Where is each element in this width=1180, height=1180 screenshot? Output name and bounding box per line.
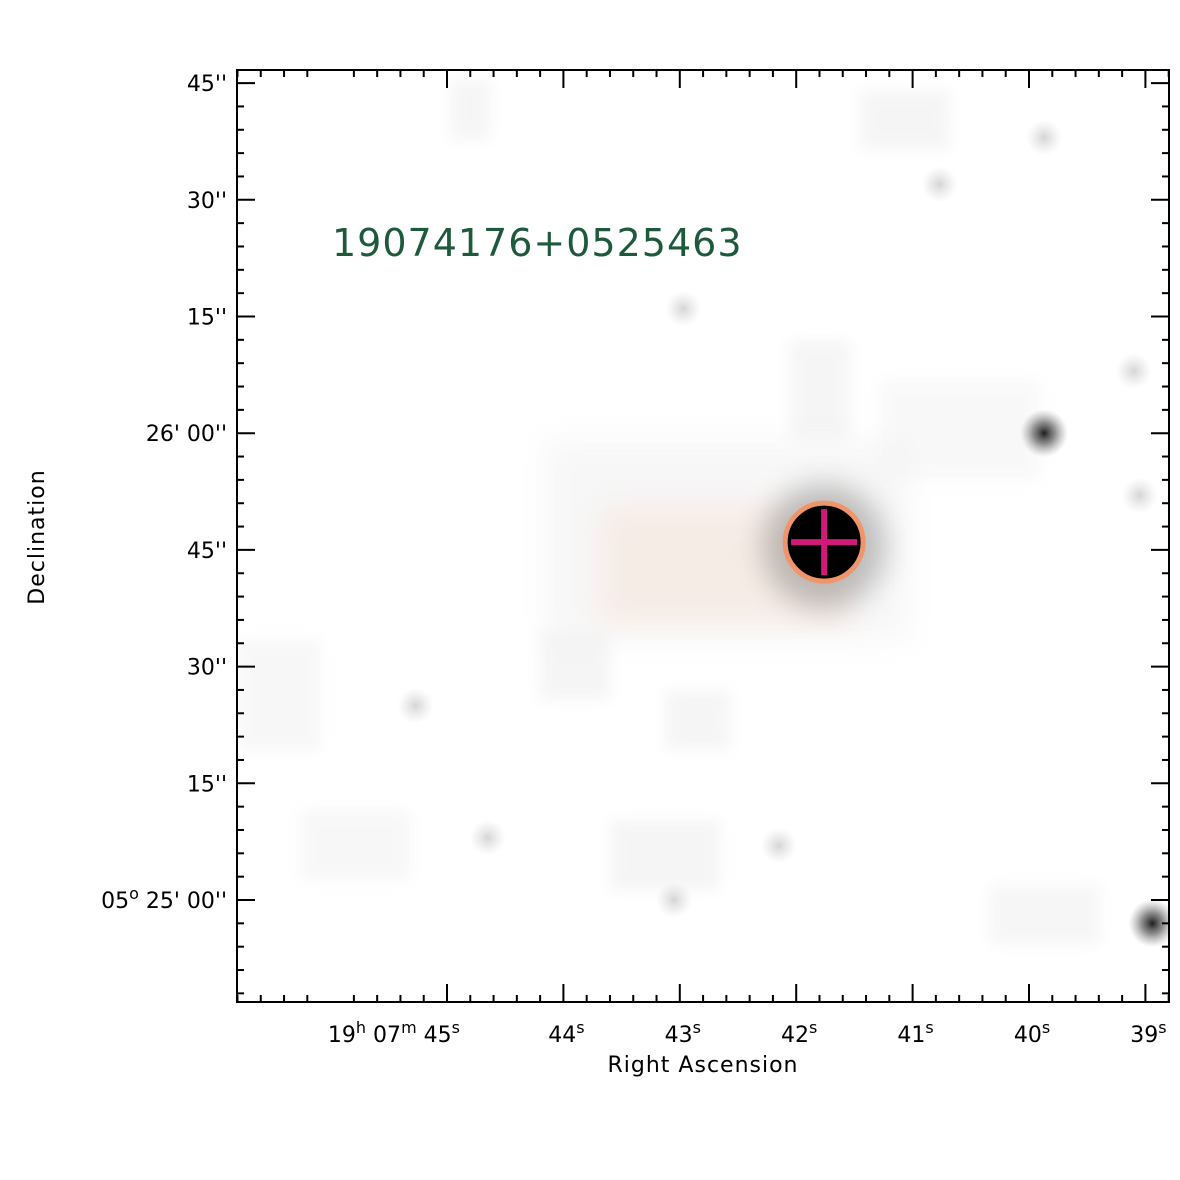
sources-layer [397,119,1169,948]
y-axis-label: Declination [25,469,50,604]
source-star-6 [1026,119,1063,156]
y-tick-label: 26' 00'' [146,422,227,447]
source-star-4 [397,687,434,724]
object-label: 19074176+0525463 [332,221,743,265]
sky-image [237,70,1169,1002]
aperture-circle [782,500,866,584]
x-tick-label: 39s [1130,1018,1166,1048]
source-star-1 [1020,409,1069,458]
source-star-3 [921,166,958,203]
x-axis-label: Right Ascension [608,1053,799,1078]
source-star-8 [665,290,702,327]
y-tick-label: 30'' [187,189,227,214]
x-tick-label-full: 19h 07m 45s [328,1018,460,1048]
y-tick-label: 15'' [187,306,227,331]
y-tick-label: 15'' [187,772,227,797]
axis-ticks [236,70,1170,1002]
x-tick-label: 40s [1014,1018,1050,1048]
x-tick-label: 43s [665,1018,701,1048]
source-star-10 [655,882,692,918]
target-marker [782,500,866,584]
source-star-9 [469,819,506,856]
y-tick-label: 45'' [187,72,227,97]
x-tick-label: 42s [781,1018,817,1048]
y-tick-label: 05o 25' 00'' [101,884,227,914]
source-star-2 [1128,899,1169,948]
x-tick-label: 44s [548,1018,584,1048]
source-star-5 [1121,477,1158,514]
y-tick-label: 30'' [187,656,227,681]
source-star-7 [1115,352,1152,389]
x-tick-label: 41s [897,1018,933,1048]
x-tick-labels: 19h 07m 45s44s43s42s41s40s39s38s [328,1018,1167,1048]
source-star-11 [760,827,797,864]
y-tick-label: 45'' [187,539,227,564]
y-tick-labels: 45'' 30'' 15'' 26' 00'' 45'' 30'' 15'' 05o 25' … [101,72,227,914]
